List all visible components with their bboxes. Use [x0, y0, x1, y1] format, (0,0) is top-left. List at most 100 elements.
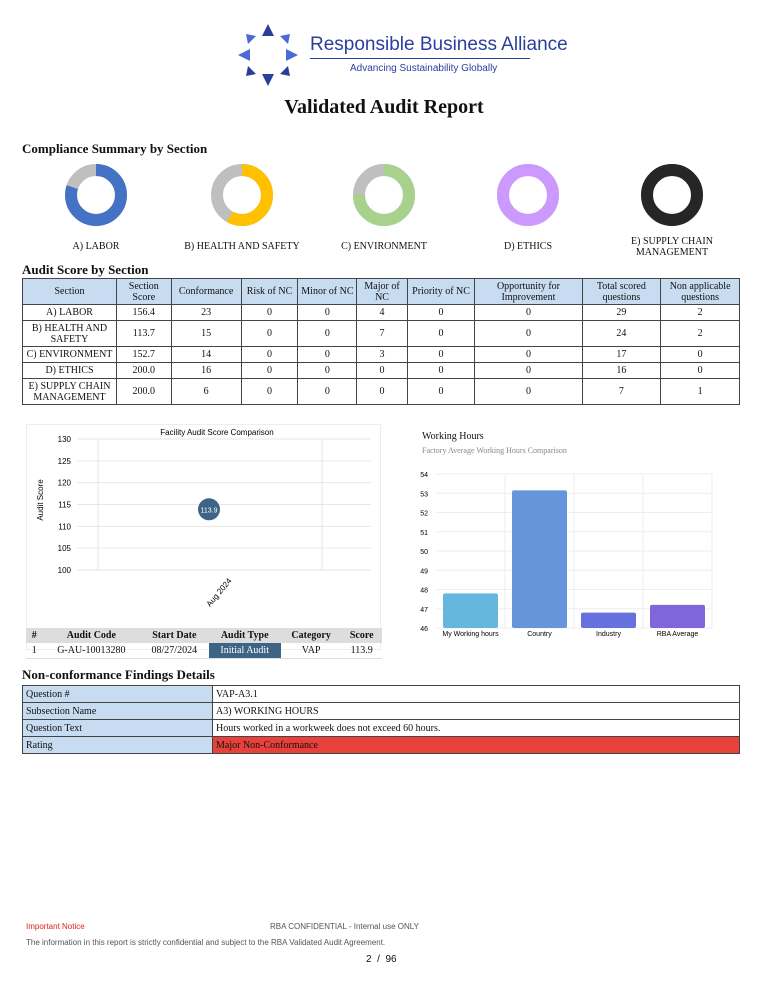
donut-label: C) ENVIRONMENT [341, 241, 427, 252]
table-cell: 113.7 [115, 320, 172, 347]
donut-segment [65, 164, 127, 226]
table-row: C) ENVIRONMENT 152.7 14 0 0 3 0 0 17 0 [22, 346, 740, 363]
table-cell: E) SUPPLY CHAIN MANAGEMENT [22, 378, 117, 405]
column-header: Audit Code [42, 628, 141, 643]
donut-label: E) SUPPLY CHAIN MANAGEMENT [631, 236, 713, 258]
finding-value: Major Non-Conformance [212, 736, 740, 754]
x-tick-label: Industry [596, 631, 621, 638]
y-tick-label: 47 [420, 607, 428, 614]
table-cell: 14 [170, 346, 242, 363]
table-cell: 0 [660, 346, 740, 363]
findings-table: Question # VAP-A3.1 Subsection Name A3) WOR… [22, 685, 740, 754]
page-total: 96 [385, 954, 397, 965]
donut-segment [497, 164, 559, 226]
table-cell: 7 [581, 378, 662, 405]
table-cell: C) ENVIRONMENT [22, 346, 117, 363]
page-number: 2 [366, 954, 372, 965]
table-cell: 16 [170, 362, 242, 379]
column-header: Risk of NC [240, 278, 299, 305]
table-cell: 15 [170, 320, 242, 347]
table-cell: 0 [297, 304, 358, 321]
table-cell: 08/27/2024 [151, 645, 198, 656]
column-header: Conformance [170, 278, 242, 305]
donut-chart [211, 164, 273, 226]
y-tick-label: 105 [58, 544, 72, 553]
y-tick-label: 49 [420, 568, 428, 575]
donut-segment [353, 164, 415, 226]
page-indicator: 2 / 96 [366, 954, 397, 965]
table-cell: VAP [301, 645, 321, 656]
column-header: Opportunity for Improvement [474, 278, 583, 305]
compliance-title: Compliance Summary by Section [22, 141, 208, 156]
table-cell: 113.9 [350, 645, 373, 656]
table-cell: 0 [297, 362, 358, 379]
y-tick-label: 48 [420, 588, 428, 595]
table-cell: B) HEALTH AND SAFETY [22, 320, 117, 347]
working-hours-subtitle: Factory Average Working Hours Comparison [422, 446, 567, 455]
page-separator: / [377, 954, 380, 965]
table-cell: 0 [474, 346, 583, 363]
column-header: # [26, 628, 43, 643]
column-header: Total scored questions [581, 278, 662, 305]
logo-tagline: Advancing Sustainability Globally [350, 63, 498, 74]
facility-score-plot: Facility Audit Score Comparison Audit Sco… [36, 428, 371, 609]
table-cell: 156.4 [115, 304, 172, 321]
table-cell: 0 [240, 346, 299, 363]
table-cell: 0 [356, 378, 408, 405]
findings-title: Non-conformance Findings Details [22, 667, 215, 682]
table-cell: 0 [474, 320, 583, 347]
table-cell: 0 [297, 346, 358, 363]
y-axis-label: Audit Score [36, 479, 45, 521]
donut-chart [65, 164, 127, 226]
y-tick-label: 53 [420, 491, 428, 498]
donut-chart [353, 164, 415, 226]
table-cell: 2 [660, 320, 740, 347]
logo-text: Responsible Business Alliance [310, 34, 568, 55]
table-cell: 0 [240, 320, 299, 347]
table-cell: 4 [356, 304, 408, 321]
table-cell: 1 [31, 645, 37, 656]
donut-label: D) ETHICS [503, 241, 553, 252]
column-header: Section [22, 278, 117, 305]
data-label: 113.9 [201, 507, 218, 514]
audit-type-badge: Initial Audit [208, 643, 281, 659]
audit-table: # Audit Code Start Date Audit Type Category S… [26, 628, 382, 659]
column-header: Major of NC [356, 278, 408, 305]
table-cell: 0 [240, 304, 299, 321]
table-cell: 200.0 [115, 362, 172, 379]
bar [650, 604, 705, 628]
score-table: Section Section Score Conformance Risk of N… [22, 278, 740, 405]
table-cell: 29 [581, 304, 662, 321]
table-cell: 0 [240, 362, 299, 379]
data-point [198, 498, 220, 521]
table-cell: 0 [474, 304, 583, 321]
column-header: Start Date [140, 628, 209, 643]
table-cell: 0 [406, 304, 476, 321]
table-cell: 7 [356, 320, 408, 347]
donut-segment [641, 164, 703, 226]
x-tick-label: My Working hours [442, 631, 499, 638]
table-cell: 1 [660, 378, 740, 405]
finding-value: Hours worked in a workweek does not exce… [212, 719, 740, 737]
working-hours-title: Working Hours [422, 431, 484, 442]
disclaimer: The information in this report is strict… [26, 938, 386, 947]
facility-score-chart: Facility Audit Score Comparison Audit Sco… [26, 424, 381, 650]
finding-label: Question # [22, 685, 213, 703]
table-cell: D) ETHICS [22, 362, 117, 379]
column-header: Priority of NC [406, 278, 476, 305]
table-cell: 0 [474, 378, 583, 405]
table-cell: 0 [474, 362, 583, 379]
column-header: Non applicable questions [660, 278, 740, 305]
table-cell: 0 [356, 362, 408, 379]
table-cell: 200.0 [115, 378, 172, 405]
table-cell: 0 [297, 378, 358, 405]
y-tick-label: 46 [420, 626, 428, 633]
table-row: E) SUPPLY CHAIN MANAGEMENT 200.0 6 0 0 0 0 0 7 1 [22, 378, 740, 405]
table-cell: 0 [406, 320, 476, 347]
table-cell: 6 [170, 378, 242, 405]
y-tick-label: 52 [420, 511, 428, 518]
finding-row: Question Text Hours worked in a workweek … [22, 719, 740, 737]
column-header: Audit Type [208, 628, 281, 643]
table-row: A) LABOR 156.4 23 0 0 4 0 0 29 2 [22, 304, 740, 321]
rba-logo-icon [238, 24, 298, 86]
